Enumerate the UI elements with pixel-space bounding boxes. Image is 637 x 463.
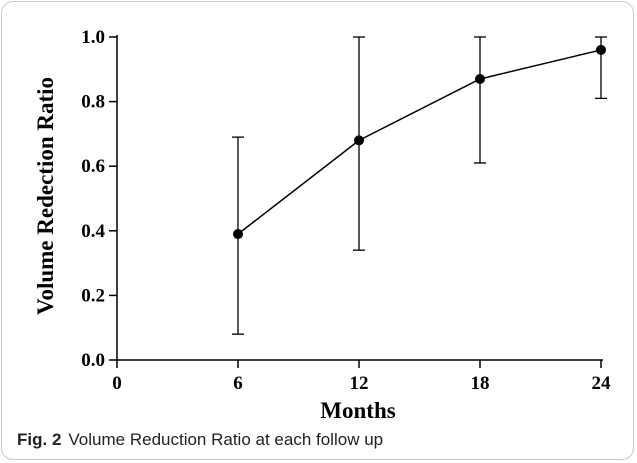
series-line — [237, 49, 602, 235]
caption-label: Fig. 2 — [17, 430, 62, 449]
error-bars — [232, 36, 607, 335]
data-point — [475, 73, 485, 84]
y-tick-label: 0.4 — [81, 221, 105, 242]
figure-caption: Fig. 2 Volume Reduction Ratio at each fol… — [17, 430, 383, 450]
y-tick-label: 0.6 — [81, 156, 105, 177]
axes — [109, 35, 603, 368]
y-tick-label: 0.0 — [81, 350, 105, 371]
caption-text: Volume Reduction Ratio at each follow up — [68, 430, 384, 449]
data-point — [233, 229, 243, 240]
y-tick-label: 0.8 — [81, 92, 105, 113]
x-axis-title: Months — [320, 398, 395, 423]
x-tick-label: 24 — [592, 373, 612, 394]
data-series — [233, 44, 606, 240]
y-tick-label: 1.0 — [81, 27, 105, 48]
x-tick-label: 0 — [112, 373, 122, 394]
data-point — [354, 135, 364, 146]
data-point — [596, 44, 606, 55]
x-tick-label: 6 — [233, 373, 243, 394]
x-tick-label: 18 — [471, 373, 490, 394]
tick-labels: 0.0 0.2 0.4 0.6 0.8 1.0 0 6 12 18 24 — [81, 27, 611, 394]
y-axis-title: Volume Redection Ratio — [33, 77, 58, 315]
y-tick-label: 0.2 — [81, 285, 105, 306]
x-tick-label: 12 — [350, 373, 369, 394]
